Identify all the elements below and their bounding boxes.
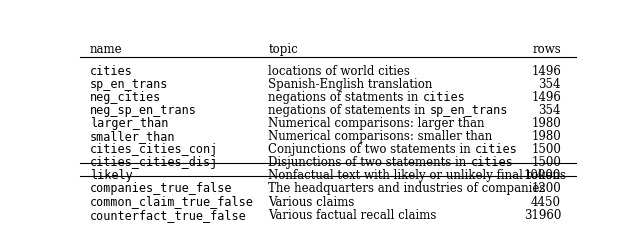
Text: 1500: 1500 — [531, 143, 561, 156]
Text: 1496: 1496 — [531, 91, 561, 104]
Text: Numerical comparisons: larger than: Numerical comparisons: larger than — [269, 117, 485, 130]
Text: smaller_than: smaller_than — [90, 130, 175, 143]
Text: Nonfactual text with likely or unlikely final tokens: Nonfactual text with likely or unlikely … — [269, 169, 566, 182]
Text: cities: cities — [470, 156, 513, 169]
Text: 1200: 1200 — [531, 183, 561, 195]
Text: likely: likely — [90, 169, 132, 182]
Text: negations of statments in: negations of statments in — [269, 91, 422, 104]
Text: 1500: 1500 — [531, 156, 561, 169]
Text: The headquarters and industries of companies: The headquarters and industries of compa… — [269, 183, 546, 195]
Text: neg_sp_en_trans: neg_sp_en_trans — [90, 104, 196, 117]
Text: negations of statements in: negations of statements in — [269, 104, 429, 117]
Text: sp_en_trans: sp_en_trans — [90, 78, 168, 91]
Text: sp_en_trans: sp_en_trans — [429, 104, 508, 117]
Text: 354: 354 — [539, 78, 561, 91]
Text: cities_cities_disj: cities_cities_disj — [90, 156, 218, 169]
Text: cities_cities_conj: cities_cities_conj — [90, 143, 218, 156]
Text: name: name — [90, 43, 122, 56]
Text: 4450: 4450 — [531, 196, 561, 209]
Text: locations of world cities: locations of world cities — [269, 64, 410, 77]
Text: cities: cities — [422, 91, 465, 104]
Text: Various factual recall claims: Various factual recall claims — [269, 209, 437, 222]
Text: 1980: 1980 — [531, 130, 561, 143]
Text: 10000: 10000 — [524, 169, 561, 182]
Text: Various claims: Various claims — [269, 196, 355, 209]
Text: counterfact_true_false: counterfact_true_false — [90, 209, 246, 222]
Text: topic: topic — [269, 43, 298, 56]
Text: common_claim_true_false: common_claim_true_false — [90, 196, 254, 209]
Text: neg_cities: neg_cities — [90, 91, 161, 104]
Text: 31960: 31960 — [524, 209, 561, 222]
Text: 1496: 1496 — [531, 64, 561, 77]
Text: 1980: 1980 — [531, 117, 561, 130]
Text: larger_than: larger_than — [90, 117, 168, 130]
Text: rows: rows — [532, 43, 561, 56]
Text: Spanish-English translation: Spanish-English translation — [269, 78, 433, 91]
Text: companies_true_false: companies_true_false — [90, 183, 232, 195]
Text: Disjunctions of two statements in: Disjunctions of two statements in — [269, 156, 470, 169]
Text: cities: cities — [90, 64, 132, 77]
Text: cities: cities — [475, 143, 518, 156]
Text: 354: 354 — [539, 104, 561, 117]
Text: Numerical comparisons: smaller than: Numerical comparisons: smaller than — [269, 130, 493, 143]
Text: Conjunctions of two statements in: Conjunctions of two statements in — [269, 143, 475, 156]
